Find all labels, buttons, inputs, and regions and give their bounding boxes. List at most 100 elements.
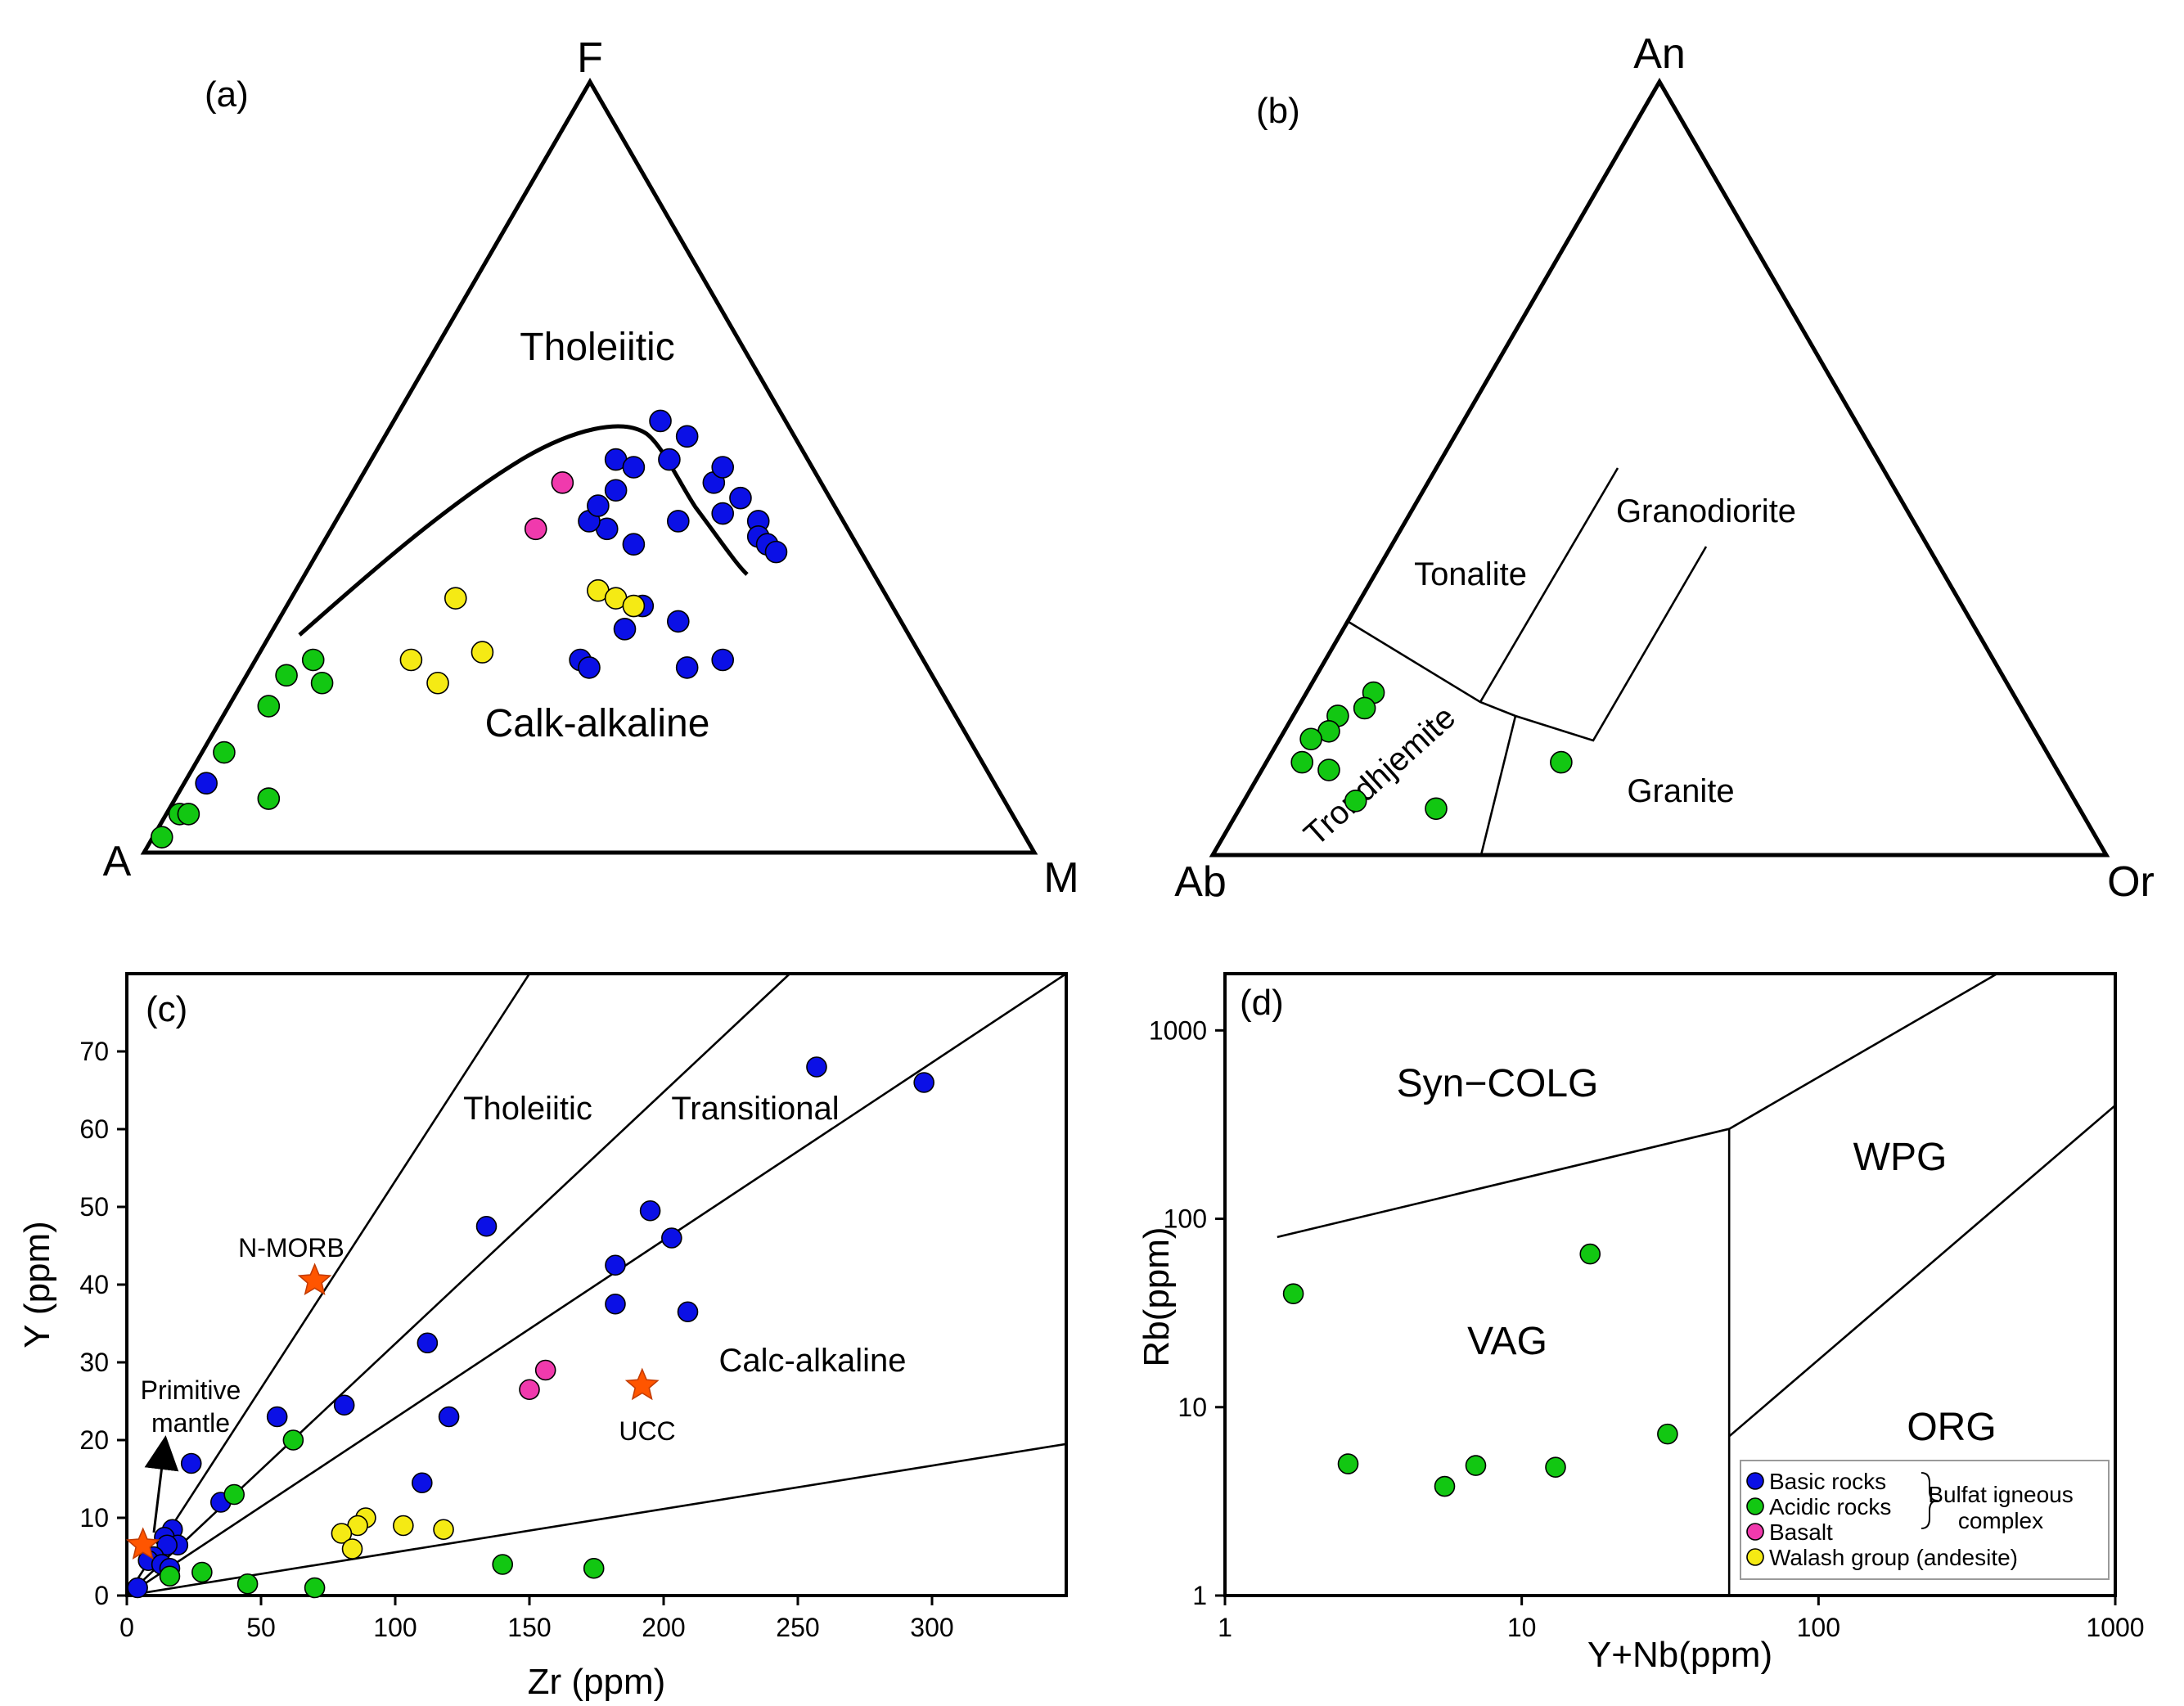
field-tholeiitic-label: Tholeiitic: [520, 326, 674, 369]
panel-a-afm-diagram: (a) F A M Tholeiitic Calk-alkaline: [103, 34, 1079, 902]
panel-c-point-acidic-1: [223, 1483, 245, 1506]
panel-c-point-acidic-2: [159, 1565, 181, 1587]
panel-d-frame: [1223, 972, 2117, 1597]
panel-c-x-tick-label: 300: [910, 1613, 953, 1642]
legend-marker-acidic: [1746, 1497, 1764, 1515]
panel-a-boundary-curve: [298, 424, 749, 637]
panel-a-point-basalt-1: [524, 517, 547, 541]
panel-d-point-acidic-2: [1337, 1453, 1359, 1474]
panel-d-point-acidic-0: [1282, 1283, 1304, 1304]
annotation-primitive: Primitive: [141, 1375, 241, 1405]
panel-a-point-walash-2: [426, 671, 449, 695]
panel-a-point-basic-13: [711, 502, 735, 525]
panel-d-y-tick-label: 1: [1192, 1581, 1207, 1610]
panel-b-point-acidic-7: [1344, 790, 1367, 812]
field-tonalite-label: Tonalite: [1414, 556, 1527, 592]
panel-c-y-tick-label: 30: [79, 1348, 109, 1377]
panel-b-point-acidic-6: [1317, 758, 1340, 781]
panel-a-point-walash-1: [399, 648, 423, 672]
panel-c-y-tick-label: 10: [79, 1503, 109, 1533]
panel-a-point-basic-12: [711, 456, 735, 479]
panel-b-boundary-tonalite-granodiorite: [1479, 467, 1619, 703]
panel-c-star-ucc: [624, 1367, 660, 1401]
panel-c-y-tick-label: 60: [79, 1114, 109, 1144]
panel-c-point-basic-8: [417, 1332, 439, 1354]
panel-b-point-acidic-4: [1299, 727, 1322, 751]
panel-c-point-basic-7: [677, 1301, 699, 1323]
panel-c-star-n-morb: [297, 1263, 332, 1295]
panel-d-boundary-line-3: [1728, 1104, 2115, 1438]
panel-c-zr-y-plot: 0 50 100 150 200 250 300 0 10 20 30 40 50 60 70 (c) Zr…: [17, 972, 1068, 1702]
panel-b-tag: (b): [1256, 91, 1300, 131]
panel-c-point-basic-18: [156, 1534, 178, 1556]
panel-c-y-axis-label: Y (ppm): [17, 1221, 57, 1348]
annotation-ucc: UCC: [619, 1416, 675, 1446]
panel-c-y-tick-label: 70: [79, 1037, 109, 1066]
panel-c-y-tick-label: 0: [94, 1581, 109, 1610]
legend-box: [1740, 1460, 2110, 1580]
panel-a-point-basic-4: [649, 409, 672, 433]
panel-c-x-tick-label: 100: [373, 1613, 417, 1642]
panel-d-tag: (d): [1240, 983, 1284, 1023]
panel-b-point-acidic-8: [1425, 797, 1448, 821]
panel-d-boundary-line-2: [1728, 974, 1998, 1130]
panel-a-point-basalt-0: [551, 471, 574, 494]
panel-d-y-tick-label: 100: [1164, 1204, 1207, 1234]
legend-marker-walash: [1746, 1548, 1764, 1566]
panel-c-point-acidic-0: [282, 1429, 304, 1451]
panel-a-point-walash-0: [444, 587, 467, 610]
panel-a-point-basic-23: [613, 618, 637, 641]
panel-d-boundary-lines: [1277, 974, 2115, 1596]
legend-label-walash: Walash group (andesite): [1769, 1545, 2018, 1570]
legend-label-acidic: Acidic rocks: [1769, 1494, 1891, 1519]
panel-c-point-basic-1: [913, 1072, 934, 1093]
panel-a-point-basic-14: [729, 486, 752, 510]
panel-a-point-acidic-8: [257, 787, 281, 810]
panel-b-point-acidic-1: [1353, 696, 1376, 720]
panel-d-point-acidic-3: [1434, 1475, 1456, 1497]
legend-label-basic: Basic rocks: [1769, 1469, 1886, 1494]
field-org-label: ORG: [1907, 1406, 1996, 1449]
panel-d-y-tick-label: 1000: [1149, 1015, 1207, 1045]
legend-label-basalt: Basalt: [1769, 1519, 1833, 1545]
field-syn-colg-label: Syn−COLG: [1397, 1062, 1599, 1105]
panel-a-point-basic-26: [195, 772, 218, 795]
vertex-f-label: F: [577, 34, 603, 82]
panel-c-point-basic-2: [639, 1200, 661, 1222]
panel-a-point-acidic-3: [213, 740, 236, 764]
panel-c-boundary-line-2: [127, 974, 1066, 1596]
panel-b-boundary-trondhjemite-granite: [1479, 715, 1517, 856]
panel-c-point-basic-3: [661, 1227, 682, 1249]
panel-c-point-acidic-4: [236, 1573, 259, 1595]
panel-a-point-walash-3: [471, 641, 494, 664]
panel-a-points: [150, 409, 788, 848]
vertex-a-label: A: [103, 838, 132, 885]
panel-d-x-axis-label: Y+Nb(ppm): [1587, 1635, 1772, 1675]
panel-d-x-tick-label: 100: [1797, 1613, 1840, 1642]
panel-c-x-tick-label: 200: [642, 1613, 685, 1642]
panel-c-y-tick-label: 50: [79, 1192, 109, 1222]
panel-d-x-tick-label: 1000: [2086, 1613, 2144, 1642]
panel-c-point-basic-23: [127, 1577, 148, 1599]
field-calc-alkaline-label: Calc-alkaline: [719, 1343, 907, 1379]
panel-c-point-acidic-7: [583, 1557, 605, 1579]
panel-a-point-basic-2: [604, 479, 628, 502]
vertex-m-label: M: [1043, 854, 1078, 902]
panel-c-tag: (c): [146, 989, 187, 1029]
panel-b-an-ab-or-diagram: (b) An Ab Or Tonalite Granodiorite Trond…: [1174, 30, 2155, 906]
panel-c-y-tick-label: 40: [79, 1270, 109, 1299]
panel-c-point-walash-3: [433, 1519, 454, 1541]
annotation-primitive-mantle-arrow: [144, 1435, 179, 1533]
panel-b-point-acidic-9: [1550, 750, 1573, 774]
panel-c-y-tick-label: 20: [79, 1425, 109, 1455]
panel-c-point-basalt-0: [534, 1359, 556, 1381]
panel-a-point-acidic-4: [257, 695, 281, 718]
panel-a-point-basic-20: [666, 610, 690, 633]
panel-b-point-acidic-5: [1290, 750, 1313, 774]
panel-d-point-acidic-4: [1465, 1455, 1487, 1476]
panel-a-point-basic-18: [764, 540, 788, 564]
panel-c-point-acidic-5: [304, 1577, 326, 1599]
panel-c-point-acidic-6: [492, 1554, 514, 1575]
